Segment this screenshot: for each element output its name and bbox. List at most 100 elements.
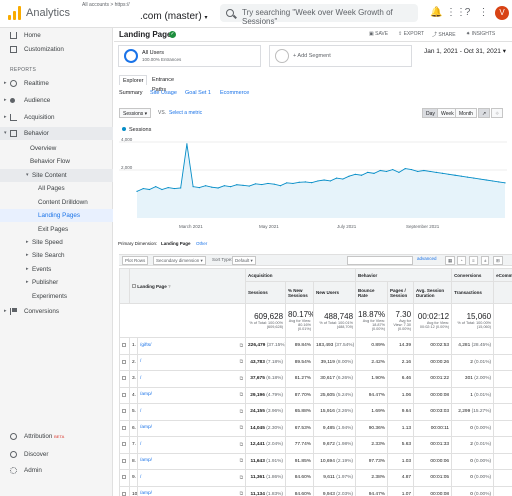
data-point[interactable]	[173, 187, 176, 190]
checkbox[interactable]	[122, 491, 126, 496]
data-point[interactable]	[236, 184, 238, 186]
data-point[interactable]	[311, 182, 313, 184]
sublink-ecommerce[interactable]: Ecommerce	[220, 90, 250, 96]
motion-chart-icon[interactable]: ⁘	[491, 108, 504, 118]
landing-page-link[interactable]: /amp/	[140, 425, 152, 431]
landing-page-link[interactable]: /	[140, 474, 142, 480]
table-row[interactable]: 9. / ⧉ 11,361 (1.86%) 84.60% 9,611 (1.97%) 2.3…	[119, 469, 512, 487]
data-point[interactable]	[429, 170, 431, 173]
checkbox[interactable]	[122, 392, 126, 397]
pie-view-icon[interactable]: ◔	[457, 256, 466, 265]
checkbox[interactable]	[122, 442, 126, 447]
save-button[interactable]: ▣ SAVE	[369, 31, 389, 37]
data-point[interactable]	[136, 190, 138, 192]
data-point[interactable]	[292, 182, 294, 185]
sidebar-item-all-pages[interactable]: All Pages	[0, 182, 113, 195]
data-point[interactable]	[254, 183, 257, 185]
sidebar-item-discover[interactable]: Discover	[0, 448, 113, 461]
sidebar-item-events[interactable]: ▸ Events	[0, 263, 113, 276]
data-point[interactable]	[198, 187, 200, 189]
data-point[interactable]	[335, 177, 338, 179]
select-metric-link[interactable]: Select a metric	[169, 110, 203, 116]
data-point[interactable]	[435, 171, 437, 173]
col-avg-duration[interactable]: Avg. Session Duration	[413, 281, 453, 304]
data-point[interactable]	[329, 180, 331, 182]
notifications-icon[interactable]: 🔔	[430, 7, 443, 18]
table-row[interactable]: 10./amp/⧉11,134 (1.83%)84.60%9,943 (2.03…	[119, 485, 512, 496]
landing-page-cell[interactable]: /amp/ ⧉	[136, 419, 247, 437]
checkbox[interactable]	[122, 343, 126, 348]
sidebar-item-site-content[interactable]: ▾ Site Content	[0, 169, 113, 182]
data-point[interactable]	[404, 168, 406, 170]
table-row[interactable]: 4./amp/⧉ 29,196 (4.79%) 87.70% 25,605 (5.24…	[119, 386, 512, 404]
data-point[interactable]	[273, 183, 275, 185]
col-transactions[interactable]: Transactions	[451, 281, 495, 304]
data-point[interactable]	[342, 178, 344, 180]
secondary-dimension-select[interactable]: Secondary dimension ▾	[153, 256, 206, 265]
share-button[interactable]: ⤴ SHARE	[432, 32, 456, 38]
landing-page-link[interactable]: /amp/	[140, 491, 152, 496]
row-select-cell[interactable]	[119, 436, 130, 454]
sidebar-item-site-speed[interactable]: ▸ Site Speed	[0, 236, 113, 249]
landing-page-header[interactable]: Landing Page ?	[128, 268, 247, 304]
sidebar-item-acquisition[interactable]: ▸ Acquisition	[0, 111, 113, 124]
external-link-icon[interactable]: ⧉	[239, 393, 244, 399]
analytics-logo-icon[interactable]	[8, 6, 22, 20]
data-point[interactable]	[354, 173, 356, 175]
data-point[interactable]	[491, 180, 494, 182]
external-link-icon[interactable]: ⧉	[239, 442, 244, 448]
advanced-filter-link[interactable]: advanced	[417, 256, 437, 261]
table-row[interactable]: 2. / ⧉ 43,783 (7.18%) 89.54% 39,119 (8.00%) 2.…	[119, 353, 512, 371]
account-selector[interactable]: .com (master) ▾	[140, 11, 207, 22]
sidebar-item-content-drilldown[interactable]: Content Drilldown	[0, 196, 113, 209]
landing-page-link[interactable]: /amp/	[140, 458, 152, 464]
sort-type-select[interactable]: Default ▾	[232, 256, 256, 265]
data-point[interactable]	[261, 183, 263, 186]
external-link-icon[interactable]: ⧉	[239, 475, 244, 481]
data-point[interactable]	[180, 187, 182, 189]
sidebar-item-site-search[interactable]: ▸ Site Search	[0, 249, 113, 262]
bar-view-icon[interactable]: ≡	[469, 256, 478, 265]
data-point[interactable]	[211, 186, 213, 188]
landing-page-link[interactable]: /amp/	[140, 392, 152, 398]
line-chart-icon[interactable]: ↗	[478, 108, 491, 118]
table-row[interactable]: 6./amp/⧉ 14,045 (2.30%) 67.53% 9,485 (1.94%…	[119, 419, 512, 437]
row-select-cell[interactable]	[119, 370, 130, 388]
landing-page-cell[interactable]: /amp/ ⧉	[136, 485, 247, 496]
ecommerce-select[interactable]: eComm	[493, 268, 512, 282]
apps-grid-icon[interactable]: ⋮⋮	[446, 7, 466, 18]
more-vert-icon[interactable]: ⋮	[478, 7, 489, 18]
sidebar-item-home[interactable]: Home	[0, 29, 113, 42]
landing-page-cell[interactable]: / ⧉	[136, 403, 247, 421]
external-link-icon[interactable]: ⧉	[239, 492, 244, 496]
sublink-site-usage[interactable]: Site Usage	[150, 90, 177, 96]
external-link-icon[interactable]: ⧉	[239, 360, 244, 366]
data-point[interactable]	[373, 172, 375, 174]
data-point[interactable]	[498, 181, 500, 183]
data-point[interactable]	[460, 175, 462, 177]
data-point[interactable]	[423, 169, 425, 172]
checkbox[interactable]	[132, 284, 136, 289]
data-point[interactable]	[385, 170, 388, 173]
primary-dimension-value[interactable]: Landing Page	[161, 241, 191, 246]
row-select-cell[interactable]	[119, 469, 130, 487]
data-point[interactable]	[379, 169, 381, 172]
account-breadcrumb[interactable]: All accounts > https://	[82, 2, 130, 8]
landing-page-cell[interactable]: /amp/ ⧉	[136, 386, 247, 404]
sublink-summary[interactable]: Summary	[119, 90, 143, 96]
data-point[interactable]	[192, 186, 194, 188]
data-point[interactable]	[217, 187, 219, 189]
data-point[interactable]	[155, 186, 157, 188]
data-point[interactable]	[205, 185, 207, 187]
landing-page-cell[interactable]: / ⧉	[136, 353, 247, 371]
data-point[interactable]	[323, 179, 325, 181]
data-point[interactable]	[454, 174, 456, 176]
landing-page-cell[interactable]: / ⧉	[136, 370, 247, 388]
data-point[interactable]	[448, 173, 450, 175]
data-point[interactable]	[161, 188, 163, 191]
landing-page-cell[interactable]: / ⧉	[136, 469, 247, 487]
landing-page-link[interactable]: /	[140, 408, 142, 414]
insights-button[interactable]: ✷ INSIGHTS	[466, 31, 496, 37]
checkbox[interactable]	[122, 458, 126, 463]
granularity-month-button[interactable]: Month	[455, 108, 477, 118]
